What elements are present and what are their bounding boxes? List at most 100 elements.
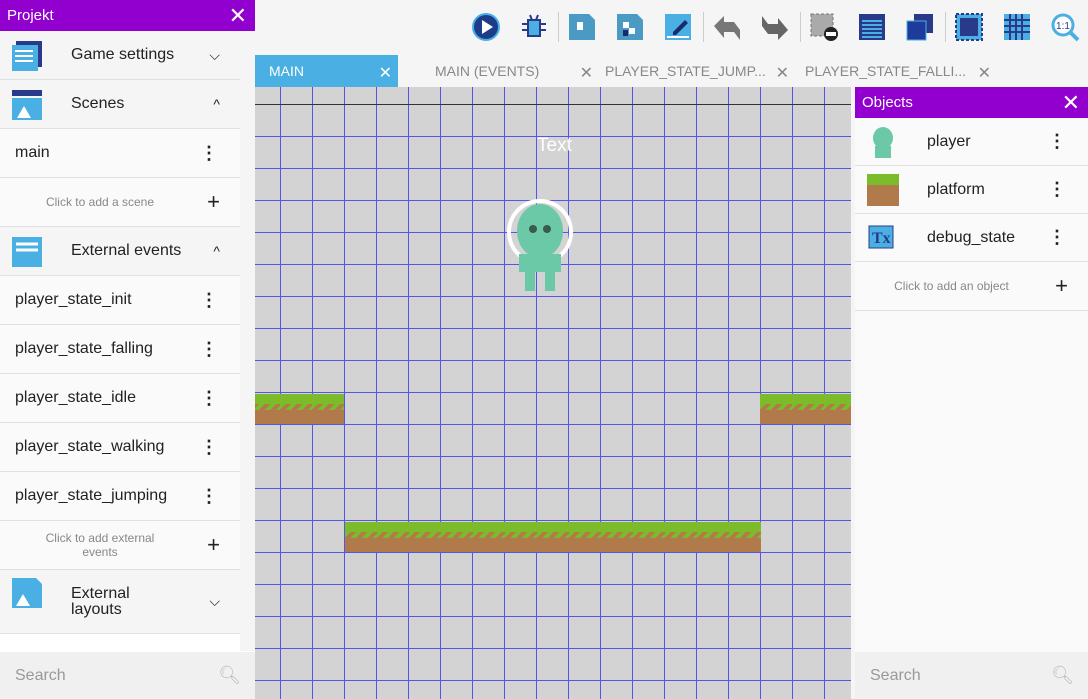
platform-instance[interactable]	[312, 394, 344, 424]
platform-instance[interactable]	[345, 522, 377, 552]
undo-icon[interactable]	[710, 10, 744, 44]
redo-icon[interactable]	[758, 10, 792, 44]
add-external-events-button[interactable]: Click to add external events +	[0, 521, 240, 570]
add-label: Click to add a scene	[45, 195, 155, 209]
add-object-button[interactable]: Click to add an object +	[855, 262, 1088, 311]
objects-panel-header: Objects ✕	[855, 87, 1088, 118]
more-options-icon[interactable]: ⋮	[1048, 227, 1066, 247]
tab-main-events[interactable]: MAIN (EVENTS) ✕	[421, 55, 599, 87]
plus-icon[interactable]: +	[207, 189, 220, 214]
game-settings-icon	[12, 41, 42, 71]
close-tab-icon[interactable]: ✕	[977, 65, 991, 82]
scenes-section[interactable]: Scenes ^	[0, 80, 240, 129]
debug-icon[interactable]	[517, 10, 551, 44]
platform-instance[interactable]	[377, 522, 409, 552]
scene-item-main[interactable]: main ⋮	[0, 129, 240, 178]
close-tab-icon[interactable]: ✕	[579, 65, 593, 82]
platform-instance[interactable]	[633, 522, 665, 552]
plus-icon[interactable]: +	[1055, 273, 1068, 298]
platform-instance[interactable]	[473, 522, 505, 552]
item-label: main	[15, 144, 50, 161]
object-item-platform[interactable]: platform ⋮	[855, 166, 1088, 214]
chevron-down-icon[interactable]: ⌵	[209, 593, 220, 609]
close-icon[interactable]: ✕	[228, 3, 247, 28]
external-layouts-section[interactable]: External layouts ⌵	[0, 570, 240, 634]
platform-instance[interactable]	[697, 522, 729, 552]
external-event-item[interactable]: player_state_walking ⋮	[0, 423, 240, 472]
add-scene-button[interactable]: Click to add a scene +	[0, 178, 240, 227]
item-label: player_state_init	[15, 291, 132, 308]
more-options-icon[interactable]: ⋮	[200, 486, 218, 506]
external-event-item[interactable]: player_state_idle ⋮	[0, 374, 240, 423]
more-options-icon[interactable]: ⋮	[200, 339, 218, 359]
window-mask-icon[interactable]	[952, 10, 986, 44]
external-layouts-icon	[12, 578, 42, 608]
external-event-item[interactable]: player_state_falling ⋮	[0, 325, 240, 374]
platform-instance[interactable]	[792, 394, 824, 424]
tab-player-state-falling[interactable]: PLAYER_STATE_FALLI... ✕	[791, 55, 997, 87]
external-event-item[interactable]: player_state_init ⋮	[0, 276, 240, 325]
plus-icon[interactable]: +	[207, 532, 220, 557]
more-options-icon[interactable]: ⋮	[1048, 131, 1066, 151]
more-options-icon[interactable]: ⋮	[200, 388, 218, 408]
external-event-item[interactable]: player_state_jumping ⋮	[0, 472, 240, 521]
platform-instance[interactable]	[601, 522, 633, 552]
chevron-up-icon[interactable]: ^	[213, 96, 220, 112]
more-options-icon[interactable]: ⋮	[200, 290, 218, 310]
play-preview-icon[interactable]	[469, 10, 503, 44]
window-border	[255, 104, 851, 105]
text-instance[interactable]: Text	[537, 135, 572, 156]
chevron-up-icon[interactable]: ^	[213, 243, 220, 259]
more-options-icon[interactable]: ⋮	[200, 437, 218, 457]
tab-player-state-jumping[interactable]: PLAYER_STATE_JUMP... ✕	[591, 55, 795, 87]
section-label: Game settings	[71, 46, 175, 63]
tab-main[interactable]: MAIN ✕	[255, 55, 398, 87]
platform-instance[interactable]	[505, 522, 537, 552]
tab-bar: MAIN ✕ MAIN (EVENTS) ✕ PLAYER_STATE_JUMP..…	[255, 55, 1088, 87]
external-events-section[interactable]: External events ^	[0, 227, 240, 276]
close-tab-icon[interactable]: ✕	[378, 65, 392, 82]
platform-instance[interactable]	[255, 394, 280, 424]
close-tab-icon[interactable]: ✕	[775, 65, 789, 82]
section-label: External events	[71, 242, 182, 259]
more-options-icon[interactable]: ⋮	[200, 143, 218, 163]
svg-text:Tx: Tx	[872, 230, 891, 247]
object-item-debug-state[interactable]: Tx debug_state ⋮	[855, 214, 1088, 262]
player-icon	[873, 126, 893, 158]
delete-icon[interactable]	[807, 10, 841, 44]
game-settings-section[interactable]: Game settings ⌵	[0, 31, 240, 80]
panel-title: Objects	[862, 94, 913, 111]
object-item-player[interactable]: player ⋮	[855, 118, 1088, 166]
chevron-down-icon[interactable]: ⌵	[209, 46, 220, 63]
scrollbar[interactable]	[240, 31, 255, 651]
grid-icon[interactable]	[1000, 10, 1034, 44]
object-groups-icon[interactable]	[613, 10, 647, 44]
instances-list-icon[interactable]	[855, 10, 889, 44]
platform-instance[interactable]	[729, 522, 761, 552]
text-object-icon: Tx	[868, 225, 894, 248]
scene-object-icon[interactable]	[565, 10, 599, 44]
platform-instance[interactable]	[280, 394, 312, 424]
zoom-reset-icon[interactable]: 1:1	[1048, 10, 1082, 44]
objects-search-input[interactable]: Search 🔍︎	[855, 652, 1088, 699]
tab-label: MAIN	[269, 63, 304, 79]
project-panel: Projekt ✕ Game settings ⌵ Scenes ^ main ⋮ Cl…	[0, 0, 255, 699]
project-search-input[interactable]: Search 🔍︎	[0, 652, 255, 699]
platform-instance[interactable]	[665, 522, 697, 552]
more-options-icon[interactable]: ⋮	[1048, 179, 1066, 199]
platform-instance[interactable]	[824, 394, 851, 424]
player-instance[interactable]	[505, 199, 575, 299]
platform-instance[interactable]	[409, 522, 441, 552]
platform-instance[interactable]	[537, 522, 569, 552]
search-icon[interactable]: 🔍︎	[1051, 665, 1074, 685]
layers-icon[interactable]	[903, 10, 937, 44]
platform-instance[interactable]	[441, 522, 473, 552]
platform-instance[interactable]	[569, 522, 601, 552]
close-icon[interactable]: ✕	[1061, 90, 1080, 115]
search-icon[interactable]: 🔍︎	[218, 665, 241, 685]
platform-instance[interactable]	[760, 394, 792, 424]
scene-canvas[interactable]: Text	[255, 87, 851, 699]
tab-label: PLAYER_STATE_JUMP...	[605, 63, 766, 79]
platform-icon	[867, 173, 899, 206]
edit-properties-icon[interactable]	[661, 10, 695, 44]
